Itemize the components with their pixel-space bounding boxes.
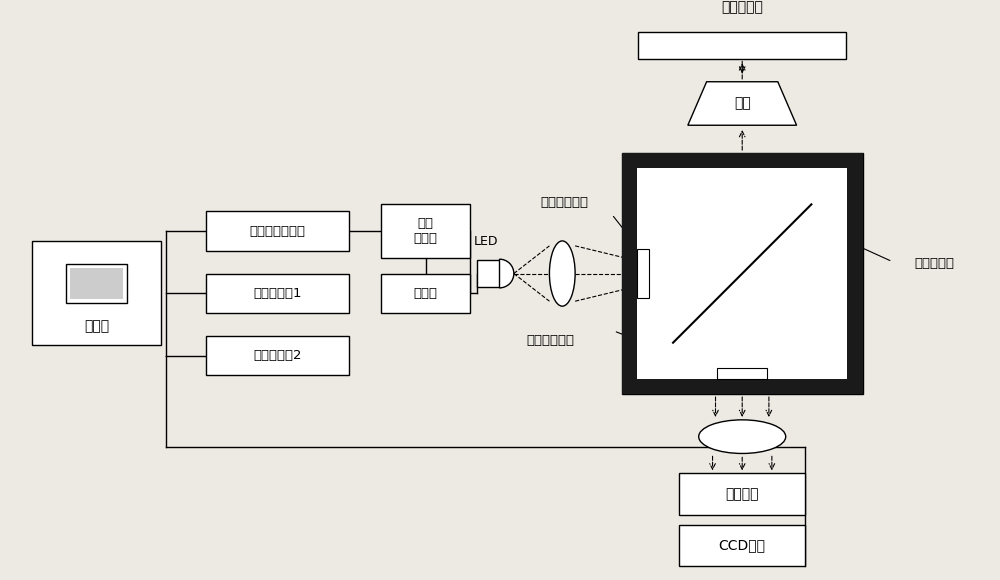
- FancyBboxPatch shape: [638, 32, 846, 59]
- Text: 信号发生器1: 信号发生器1: [253, 287, 302, 300]
- FancyBboxPatch shape: [32, 241, 161, 345]
- Text: 人民币样品: 人民币样品: [721, 0, 763, 14]
- Text: 发射光滤波片: 发射光滤波片: [526, 334, 574, 347]
- FancyBboxPatch shape: [66, 264, 127, 303]
- FancyBboxPatch shape: [637, 168, 847, 379]
- FancyBboxPatch shape: [206, 274, 349, 313]
- Text: 电流源: 电流源: [414, 287, 438, 300]
- Polygon shape: [688, 82, 797, 125]
- FancyBboxPatch shape: [717, 368, 767, 379]
- FancyBboxPatch shape: [70, 267, 123, 299]
- FancyBboxPatch shape: [381, 274, 470, 313]
- Ellipse shape: [549, 241, 575, 306]
- FancyBboxPatch shape: [679, 525, 805, 566]
- FancyBboxPatch shape: [622, 379, 863, 394]
- FancyBboxPatch shape: [206, 336, 349, 375]
- Text: 计算机: 计算机: [84, 319, 109, 333]
- FancyBboxPatch shape: [622, 153, 863, 394]
- Wedge shape: [500, 259, 514, 288]
- FancyBboxPatch shape: [847, 153, 863, 394]
- Text: 物镜: 物镜: [734, 96, 751, 111]
- Text: 激发光滤波片: 激发光滤波片: [540, 196, 588, 209]
- Text: 像增强器: 像增强器: [725, 487, 759, 501]
- FancyBboxPatch shape: [622, 153, 863, 168]
- FancyBboxPatch shape: [622, 153, 637, 394]
- FancyBboxPatch shape: [206, 211, 349, 251]
- Ellipse shape: [699, 420, 786, 454]
- Text: 射频功率放大器: 射频功率放大器: [250, 224, 306, 238]
- FancyBboxPatch shape: [381, 204, 470, 258]
- Text: 直流
偏置器: 直流 偏置器: [414, 217, 438, 245]
- FancyBboxPatch shape: [477, 260, 500, 287]
- Text: LED: LED: [474, 235, 498, 248]
- Text: 信号发生器2: 信号发生器2: [253, 349, 302, 362]
- FancyBboxPatch shape: [679, 473, 805, 515]
- Text: 分光滤波片: 分光滤波片: [914, 257, 954, 270]
- FancyBboxPatch shape: [637, 249, 649, 298]
- Text: CCD相机: CCD相机: [719, 538, 766, 552]
